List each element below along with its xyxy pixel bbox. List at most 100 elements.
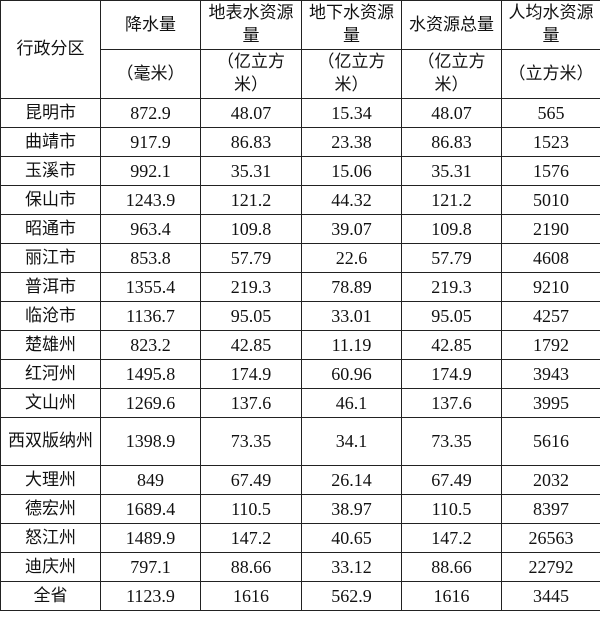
value-cell: 1616 bbox=[401, 581, 502, 611]
value-cell: 78.89 bbox=[301, 272, 402, 302]
value-cell: 23.38 bbox=[301, 127, 402, 157]
value-cell: 1243.9 bbox=[100, 185, 201, 215]
region-cell: 保山市 bbox=[0, 185, 101, 215]
region-cell: 临沧市 bbox=[0, 301, 101, 331]
value-cell: 15.06 bbox=[301, 156, 402, 186]
table-row: 全省 1123.9 1616 562.9 1616 3445 bbox=[0, 581, 600, 611]
value-cell: 174.9 bbox=[200, 359, 302, 389]
table-row: 普洱市 1355.4 219.3 78.89 219.3 9210 bbox=[0, 272, 600, 302]
value-cell: 109.8 bbox=[401, 214, 502, 244]
table-row: 德宏州 1689.4 110.5 38.97 110.5 8397 bbox=[0, 494, 600, 524]
value-cell: 3445 bbox=[501, 581, 600, 611]
value-cell: 95.05 bbox=[200, 301, 302, 331]
table-row: 文山州 1269.6 137.6 46.1 137.6 3995 bbox=[0, 388, 600, 418]
value-cell: 2032 bbox=[501, 465, 600, 495]
value-cell: 1495.8 bbox=[100, 359, 201, 389]
value-cell: 917.9 bbox=[100, 127, 201, 157]
region-cell: 怒江州 bbox=[0, 523, 101, 553]
header-row: 行政分区 降水量 地表水资源量 地下水资源量 水资源总量 人均水资源量 bbox=[0, 0, 600, 99]
value-cell: 1489.9 bbox=[100, 523, 201, 553]
value-cell: 86.83 bbox=[200, 127, 302, 157]
region-cell: 丽江市 bbox=[0, 243, 101, 273]
table-row: 大理州 849 67.49 26.14 67.49 2032 bbox=[0, 465, 600, 495]
value-cell: 5010 bbox=[501, 185, 600, 215]
region-cell: 玉溪市 bbox=[0, 156, 101, 186]
value-cell: 39.07 bbox=[301, 214, 402, 244]
value-cell: 67.49 bbox=[200, 465, 302, 495]
value-cell: 4608 bbox=[501, 243, 600, 273]
value-cell: 35.31 bbox=[200, 156, 302, 186]
value-cell: 95.05 bbox=[401, 301, 502, 331]
value-cell: 86.83 bbox=[401, 127, 502, 157]
value-cell: 3995 bbox=[501, 388, 600, 418]
value-cell: 797.1 bbox=[100, 552, 201, 582]
table-row: 昭通市 963.4 109.8 39.07 109.8 2190 bbox=[0, 214, 600, 244]
value-cell: 8397 bbox=[501, 494, 600, 524]
region-cell: 昭通市 bbox=[0, 214, 101, 244]
table-row: 红河州 1495.8 174.9 60.96 174.9 3943 bbox=[0, 359, 600, 389]
region-cell: 普洱市 bbox=[0, 272, 101, 302]
value-cell: 963.4 bbox=[100, 214, 201, 244]
value-cell: 11.19 bbox=[301, 330, 402, 360]
table-row: 丽江市 853.8 57.79 22.6 57.79 4608 bbox=[0, 243, 600, 273]
value-cell: 42.85 bbox=[200, 330, 302, 360]
unit-per-capita: （立方米） bbox=[501, 49, 600, 99]
value-cell: 2190 bbox=[501, 214, 600, 244]
value-cell: 88.66 bbox=[401, 552, 502, 582]
value-cell: 872.9 bbox=[100, 98, 201, 128]
value-cell: 1136.7 bbox=[100, 301, 201, 331]
header-precipitation: 降水量 bbox=[100, 0, 201, 50]
table-row: 曲靖市 917.9 86.83 23.38 86.83 1523 bbox=[0, 127, 600, 157]
header-per-capita: 人均水资源量 bbox=[501, 0, 600, 50]
header-region: 行政分区 bbox=[0, 0, 101, 99]
value-cell: 26.14 bbox=[301, 465, 402, 495]
value-cell: 46.1 bbox=[301, 388, 402, 418]
value-cell: 22.6 bbox=[301, 243, 402, 273]
value-cell: 15.34 bbox=[301, 98, 402, 128]
value-cell: 26563 bbox=[501, 523, 600, 553]
value-cell: 137.6 bbox=[401, 388, 502, 418]
value-cell: 849 bbox=[100, 465, 201, 495]
region-cell: 迪庆州 bbox=[0, 552, 101, 582]
water-resources-table: 行政分区 降水量 地表水资源量 地下水资源量 水资源总量 人均水资源量 （毫米）… bbox=[0, 0, 600, 611]
value-cell: 40.65 bbox=[301, 523, 402, 553]
header-groundwater: 地下水资源量 bbox=[301, 0, 402, 50]
value-cell: 1792 bbox=[501, 330, 600, 360]
value-cell: 1269.6 bbox=[100, 388, 201, 418]
value-cell: 565 bbox=[501, 98, 600, 128]
value-cell: 137.6 bbox=[200, 388, 302, 418]
value-cell: 110.5 bbox=[200, 494, 302, 524]
unit-row: （毫米） （亿立方米） （亿立方米） （亿立方米） （立方米） bbox=[1, 49, 600, 99]
unit-precipitation: （毫米） bbox=[100, 49, 201, 99]
value-cell: 44.32 bbox=[301, 185, 402, 215]
value-cell: 57.79 bbox=[200, 243, 302, 273]
table-row: 临沧市 1136.7 95.05 33.01 95.05 4257 bbox=[0, 301, 600, 331]
region-cell: 红河州 bbox=[0, 359, 101, 389]
region-cell: 楚雄州 bbox=[0, 330, 101, 360]
table-row: 楚雄州 823.2 42.85 11.19 42.85 1792 bbox=[0, 330, 600, 360]
value-cell: 60.96 bbox=[301, 359, 402, 389]
value-cell: 823.2 bbox=[100, 330, 201, 360]
region-cell: 大理州 bbox=[0, 465, 101, 495]
value-cell: 35.31 bbox=[401, 156, 502, 186]
region-cell: 昆明市 bbox=[0, 98, 101, 128]
region-cell: 文山州 bbox=[0, 388, 101, 418]
table-row: 迪庆州 797.1 88.66 33.12 88.66 22792 bbox=[0, 552, 600, 582]
table-row: 保山市 1243.9 121.2 44.32 121.2 5010 bbox=[0, 185, 600, 215]
value-cell: 992.1 bbox=[100, 156, 201, 186]
unit-total-water: （亿立方米） bbox=[401, 49, 502, 99]
value-cell: 110.5 bbox=[401, 494, 502, 524]
table-row: 玉溪市 992.1 35.31 15.06 35.31 1576 bbox=[0, 156, 600, 186]
table-row: 怒江州 1489.9 147.2 40.65 147.2 26563 bbox=[0, 523, 600, 553]
value-cell: 1689.4 bbox=[100, 494, 201, 524]
value-cell: 1398.9 bbox=[100, 417, 201, 466]
value-cell: 3943 bbox=[501, 359, 600, 389]
region-cell: 德宏州 bbox=[0, 494, 101, 524]
value-cell: 147.2 bbox=[200, 523, 302, 553]
value-cell: 109.8 bbox=[200, 214, 302, 244]
value-cell: 562.9 bbox=[301, 581, 402, 611]
value-cell: 853.8 bbox=[100, 243, 201, 273]
value-cell: 33.12 bbox=[301, 552, 402, 582]
value-cell: 219.3 bbox=[200, 272, 302, 302]
value-cell: 219.3 bbox=[401, 272, 502, 302]
